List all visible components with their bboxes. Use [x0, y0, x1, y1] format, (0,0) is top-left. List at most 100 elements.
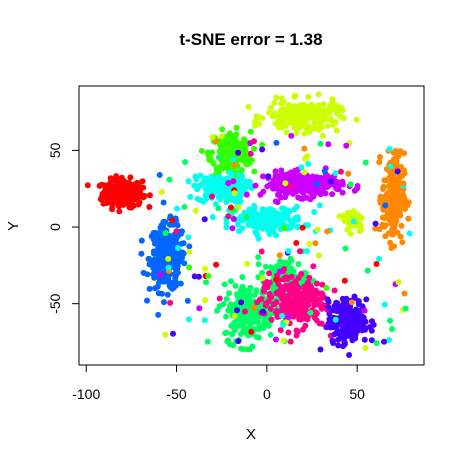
data-point [99, 195, 106, 202]
data-point [354, 213, 361, 220]
data-point [287, 183, 294, 190]
data-point [334, 180, 341, 187]
data-point [225, 180, 232, 187]
data-point [241, 319, 248, 325]
data-point [112, 198, 119, 205]
data-point [227, 301, 234, 308]
data-point [174, 222, 181, 229]
data-point [390, 159, 397, 166]
y-axis: -50 0 50 [47, 142, 80, 314]
data-point [272, 120, 279, 127]
data-point [230, 178, 237, 185]
data-point [209, 193, 215, 200]
data-point [259, 269, 266, 276]
data-point [279, 288, 286, 294]
data-point [313, 181, 320, 187]
data-point [318, 116, 325, 123]
data-point [363, 296, 370, 303]
data-point [347, 181, 354, 188]
data-point [144, 271, 151, 278]
data-point [304, 248, 310, 255]
data-point [174, 245, 181, 251]
data-point [361, 325, 368, 331]
data-point [381, 338, 387, 345]
data-point [157, 224, 164, 231]
x-tick-label: 0 [263, 386, 271, 402]
data-point [312, 240, 319, 247]
data-point [253, 113, 260, 120]
data-point [144, 297, 150, 304]
data-point [156, 172, 163, 178]
data-point [156, 245, 163, 252]
data-point [328, 178, 334, 185]
x-tick-label: 50 [349, 386, 365, 402]
data-point [296, 124, 303, 131]
data-point [251, 205, 258, 212]
data-point [186, 248, 193, 255]
data-point [172, 282, 179, 289]
data-point [269, 265, 275, 272]
data-point [217, 180, 223, 186]
data-point [293, 327, 300, 334]
data-point [305, 161, 312, 167]
data-point [382, 202, 389, 209]
data-point [210, 160, 217, 167]
data-point [259, 141, 266, 148]
data-point [327, 116, 334, 123]
data-point [301, 145, 308, 152]
data-point [254, 232, 261, 239]
data-point [229, 225, 236, 232]
data-point [234, 291, 240, 298]
data-point [265, 322, 272, 329]
data-point [276, 189, 283, 196]
data-point [302, 290, 308, 297]
data-point [216, 295, 223, 302]
data-point [295, 261, 302, 268]
data-point [332, 119, 339, 126]
data-point [349, 333, 356, 340]
data-point [373, 261, 380, 267]
data-point [343, 142, 350, 149]
data-point [377, 197, 384, 204]
data-point [314, 226, 321, 233]
data-point [313, 280, 320, 287]
data-point [206, 156, 213, 163]
data-point [282, 261, 289, 268]
data-point [198, 148, 205, 154]
data-point [209, 134, 216, 141]
data-point [203, 279, 209, 286]
data-point [236, 181, 243, 188]
data-point [298, 101, 305, 108]
data-point [286, 217, 293, 224]
data-point [281, 225, 288, 232]
data-point [181, 203, 188, 210]
data-point [326, 310, 333, 317]
data-point [225, 307, 232, 314]
data-point [322, 190, 329, 197]
data-point [235, 149, 242, 156]
data-point [246, 297, 252, 304]
data-point [331, 287, 338, 294]
data-point [361, 336, 368, 343]
data-point [296, 308, 303, 315]
data-point [276, 252, 283, 259]
data-point [225, 213, 232, 220]
data-point [336, 328, 343, 335]
data-point [314, 109, 320, 116]
y-axis-label: Y [5, 221, 22, 231]
data-point [191, 182, 198, 189]
data-point [180, 250, 187, 257]
data-point [357, 320, 364, 327]
data-point [324, 228, 331, 235]
data-point [392, 148, 399, 154]
data-point [249, 319, 256, 326]
data-point [339, 295, 346, 302]
data-point [122, 195, 129, 201]
data-point [267, 331, 274, 338]
data-point [266, 291, 273, 297]
data-point [302, 322, 309, 329]
data-point [209, 149, 215, 156]
data-point [317, 296, 324, 303]
data-point [212, 184, 219, 191]
data-point [243, 191, 250, 198]
